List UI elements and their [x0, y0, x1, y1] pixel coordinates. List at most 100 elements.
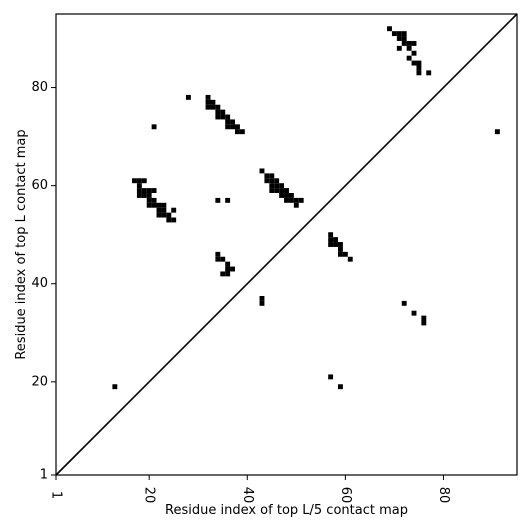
contact-point — [401, 300, 407, 306]
contact-point — [401, 36, 407, 41]
contact-point — [215, 114, 221, 120]
contact-point — [220, 109, 226, 115]
contact-point — [171, 217, 177, 223]
contact-point — [205, 99, 211, 105]
contact-point — [215, 197, 221, 203]
contact-point — [161, 202, 167, 208]
y-tick-label: 40 — [31, 276, 48, 291]
plot-border — [55, 13, 518, 476]
contact-point — [416, 60, 422, 66]
x-tick-label: 1 — [49, 491, 64, 499]
contact-point — [205, 94, 211, 100]
contact-point — [146, 197, 152, 203]
contact-point — [151, 188, 157, 193]
contact-point — [387, 26, 392, 32]
contact-point — [225, 114, 231, 120]
contact-point — [210, 104, 216, 110]
contact-point — [284, 193, 289, 198]
contact-point — [411, 310, 417, 316]
contact-point — [136, 193, 142, 198]
x-tick-label: 80 — [436, 487, 451, 504]
contact-point — [337, 384, 343, 390]
contact-point — [225, 197, 231, 203]
contact-point — [269, 183, 275, 189]
contact-point — [269, 188, 275, 193]
y-axis-label: Residue index of top L contact map — [14, 129, 29, 359]
contact-point — [225, 119, 231, 125]
contact-point — [411, 40, 417, 46]
contact-point — [225, 124, 231, 130]
contact-point — [166, 217, 172, 223]
diagonal-line — [55, 13, 518, 476]
contact-point — [225, 266, 231, 272]
contact-point — [156, 212, 162, 218]
contact-point — [333, 237, 338, 243]
contact-point — [225, 271, 231, 277]
contact-point — [269, 173, 275, 179]
contact-point — [396, 45, 402, 51]
contact-point — [146, 188, 152, 193]
contact-point — [288, 193, 294, 198]
contact-point — [230, 119, 235, 125]
contact-point — [328, 237, 334, 243]
contact-point — [210, 99, 216, 105]
y-tick-label: 20 — [31, 374, 48, 389]
contact-point — [259, 300, 265, 306]
contact-point — [235, 124, 240, 130]
contact-point — [421, 315, 427, 321]
contact-point — [220, 256, 226, 262]
contact-point — [220, 114, 226, 120]
contact-point — [279, 193, 285, 198]
contact-point — [274, 188, 280, 193]
contact-point — [284, 197, 289, 203]
contact-point — [235, 129, 240, 135]
contact-point — [342, 251, 348, 257]
contact-point — [146, 202, 152, 208]
contact-point — [205, 104, 211, 110]
contact-point — [166, 212, 172, 218]
contact-point — [333, 242, 338, 247]
contact-point — [161, 207, 167, 213]
contact-point — [279, 183, 285, 189]
x-axis-ticks: 1 20 40 60 80 — [49, 475, 451, 503]
contact-point — [141, 178, 147, 184]
contact-point — [259, 168, 265, 174]
contact-point — [132, 178, 137, 184]
y-axis-ticks: 1 20 40 60 80 — [31, 80, 56, 483]
contact-point — [421, 320, 427, 326]
contact-point — [141, 188, 147, 193]
contact-point — [284, 188, 289, 193]
contact-point — [171, 207, 177, 213]
contact-point — [416, 70, 422, 76]
contact-point — [347, 256, 353, 262]
contact-point — [396, 36, 402, 41]
x-tick-label: 60 — [338, 487, 353, 504]
contact-point — [411, 60, 417, 66]
contact-point — [112, 384, 118, 390]
contact-point — [406, 45, 412, 51]
contact-point — [401, 31, 407, 37]
contact-point — [264, 178, 270, 184]
contact-point — [406, 55, 412, 61]
contact-point — [269, 178, 275, 184]
contact-point — [279, 188, 285, 193]
contact-point — [215, 109, 221, 115]
contact-point — [239, 129, 245, 135]
contact-point — [274, 178, 280, 184]
contact-point — [416, 65, 422, 71]
contact-point — [288, 197, 294, 203]
x-tick-label: 40 — [240, 487, 255, 504]
y-tick-label: 1 — [40, 468, 48, 483]
contact-point — [151, 202, 157, 208]
contact-point — [151, 197, 157, 203]
y-tick-label: 60 — [31, 178, 48, 193]
contact-points — [112, 26, 500, 390]
contact-point — [185, 94, 191, 100]
contact-point — [328, 232, 334, 238]
contact-point — [225, 261, 231, 267]
x-tick-label: 20 — [142, 487, 157, 504]
contact-point — [426, 70, 432, 76]
contact-point — [136, 183, 142, 189]
contact-point — [337, 251, 343, 257]
